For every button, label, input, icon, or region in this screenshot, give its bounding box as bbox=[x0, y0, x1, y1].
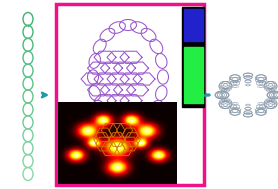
Bar bbox=[56, 4, 204, 185]
Bar bbox=[182, 7, 204, 107]
Bar bbox=[183, 47, 202, 103]
Bar bbox=[183, 9, 202, 41]
